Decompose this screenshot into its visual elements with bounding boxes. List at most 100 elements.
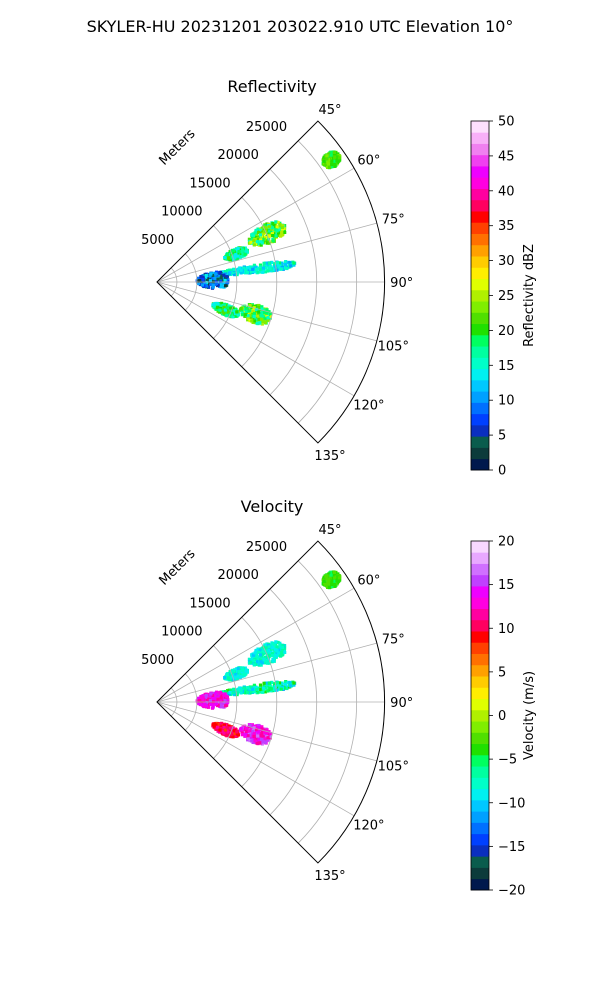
azimuth-spoke [156,701,377,762]
echo-gate [259,267,263,272]
echo-gate [245,270,249,275]
echo-gate [256,305,260,309]
echo-gate [196,279,200,283]
echo-gate [209,282,213,287]
echo-gate [252,739,256,743]
polar-grid [156,140,385,424]
echo-gate [337,576,341,580]
echo-gate [278,643,282,647]
echo-gate [252,266,256,270]
echo-gate [225,275,229,279]
echo-gate [267,654,271,659]
echo-gate [271,237,275,241]
echo-gate [223,676,227,680]
echo-gate [235,271,239,275]
echo-upper-left-cell [223,246,249,262]
echo-layer [195,150,342,326]
echo-gate [233,693,237,697]
colorbar-tick-label: 20 [498,535,515,550]
echo-gate [263,733,268,737]
echo-gate [283,230,287,234]
echo-gate [273,682,277,686]
echo-gate [225,726,229,730]
echo-gate [257,230,261,235]
echo-gate [259,658,263,662]
echo-gate [204,704,209,708]
echo-gate [226,269,230,273]
echo-gate [240,310,244,314]
echo-gate [259,240,263,244]
echo-gate [243,304,247,308]
echo-gate [288,681,292,685]
echo-gate [267,225,271,229]
echo-gate [232,688,237,692]
echo-gate [259,737,264,741]
echo-gate [236,246,240,251]
echo-gate [200,703,204,707]
echo-gate [249,690,253,694]
echo-gate [259,243,263,247]
echo-gate [252,659,256,663]
echo-gate [263,310,267,315]
echo-gate [246,738,250,742]
echo-gate [272,643,276,648]
azimuth-tick-label: 135° [314,869,345,884]
echo-gate [228,690,232,695]
echo-gate [333,584,337,588]
echo-gate [203,702,207,706]
colorbar-swatch [471,312,489,325]
echo-gate [239,688,243,692]
echo-gate [245,690,249,695]
colorbar-swatch [471,799,489,812]
colorbar-swatch [471,698,489,711]
colorbar-swatch [471,597,489,609]
echo-gate [277,231,281,235]
echo-gate [225,701,229,705]
echo-gate [265,241,270,245]
echo-gate [264,226,268,230]
echo-gate [322,159,326,163]
echo-gate [250,233,254,237]
echo-gate [229,306,233,310]
echo-gate [222,303,226,307]
echo-gate [254,687,259,692]
echo-gate [219,705,223,709]
echo-gate [243,734,247,738]
echo-gate [263,737,267,741]
echo-gate [252,233,256,237]
azimuth-spoke [156,642,377,703]
echo-gate [265,318,270,322]
echo-gate [261,650,265,654]
echo-gate [280,230,284,234]
echo-gate [245,309,249,313]
colorbar-swatch [471,222,489,234]
colorbar: −20 −15 −10 −5 0 5 10 15 20 Velocity (m/s) [470,535,537,899]
echo-gate [201,695,205,699]
echo-gate [271,654,275,658]
echo-gate [252,663,256,667]
echo-gate [252,683,256,687]
echo-gate [199,275,203,279]
echo-gate [236,254,240,258]
echo-gate [206,697,210,702]
echo-gate [233,273,237,277]
echo-gate [248,319,252,323]
echo-gate [276,685,280,689]
echo-gate [248,306,252,311]
echo-gate [330,584,335,589]
echo-gate [214,272,218,276]
echo-gate [231,270,235,274]
colorbar-tick-label: 25 [498,289,515,304]
echo-gate [265,731,269,735]
echo-gate [259,687,263,692]
echo-gate [215,695,219,699]
colorbar-tick-label: 30 [498,254,515,269]
echo-gate [218,271,222,275]
echo-gate [283,261,287,265]
echo-gate [247,657,251,661]
echo-gate [200,283,204,287]
echo-gate [209,692,213,696]
echo-gate [236,733,240,737]
echo-gate [265,733,269,737]
echo-gate [261,266,265,270]
